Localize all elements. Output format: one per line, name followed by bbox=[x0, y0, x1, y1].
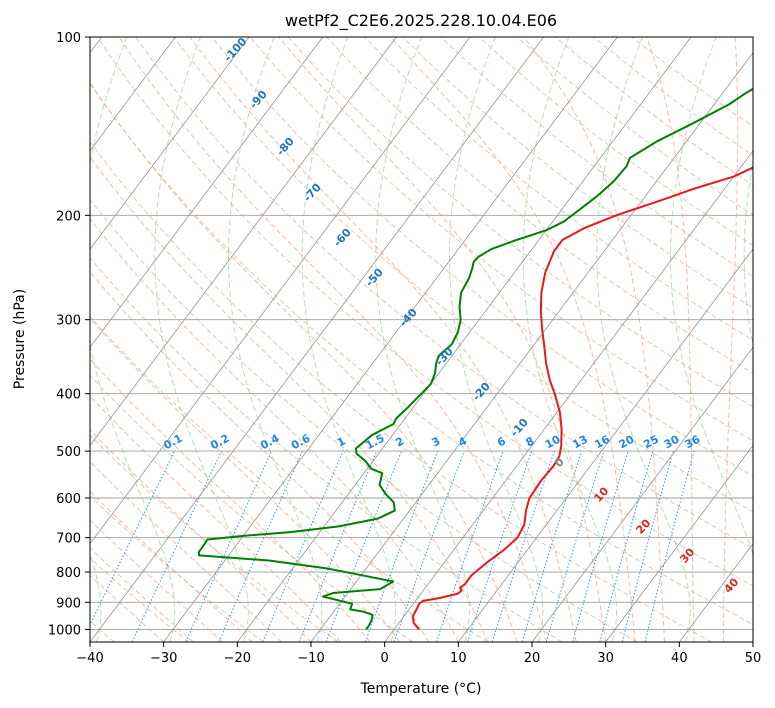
mixing-ratio-line bbox=[364, 450, 439, 642]
y-tick-label: 700 bbox=[56, 532, 81, 547]
mixing-ratio-label: 30 bbox=[662, 433, 682, 452]
x-axis-title: Temperature (°C) bbox=[360, 681, 482, 697]
mixing-ratio-label: 16 bbox=[592, 433, 612, 452]
isotherm-line bbox=[90, 37, 545, 642]
dry-adiabat-line bbox=[402, 37, 753, 309]
mixing-ratio-line bbox=[621, 450, 674, 642]
isotherm-line bbox=[457, 248, 753, 642]
isotherm-line bbox=[236, 37, 692, 642]
x-tick-label: −20 bbox=[224, 651, 251, 666]
moist-adiabat-line bbox=[90, 519, 223, 642]
mixing-ratio-line bbox=[298, 450, 378, 642]
moist-adiabat-line bbox=[90, 156, 489, 642]
moist-adiabat-line bbox=[90, 317, 400, 642]
dry-adiabat-line bbox=[325, 37, 753, 374]
isotherm-line bbox=[90, 37, 250, 250]
moist-adiabat-line bbox=[90, 547, 194, 642]
mixing-ratio-line bbox=[131, 450, 223, 642]
mixing-ratio-line bbox=[572, 450, 629, 642]
mixing-ratio-label: 20 bbox=[617, 433, 637, 452]
mixing-ratio-line bbox=[599, 450, 654, 642]
y-tick-label: 600 bbox=[56, 492, 81, 507]
isotherm-line bbox=[90, 37, 397, 447]
y-tick-label: 200 bbox=[56, 209, 81, 224]
x-tick-label: 20 bbox=[524, 651, 541, 666]
x-tick-label: 50 bbox=[745, 651, 762, 666]
isotherm-line bbox=[90, 37, 324, 349]
temperature-profile-line bbox=[411, 166, 753, 631]
mixing-ratio-line bbox=[467, 450, 533, 642]
x-tick-label: 40 bbox=[671, 651, 688, 666]
mixing-ratio-line bbox=[185, 450, 273, 642]
dry-adiabat-line bbox=[90, 434, 339, 642]
dry-adiabat-line bbox=[90, 557, 190, 642]
y-tick-label: 300 bbox=[56, 314, 81, 329]
mixing-ratio-line bbox=[521, 450, 583, 642]
x-tick-label: −10 bbox=[297, 651, 324, 666]
moist-adiabat-line bbox=[90, 490, 253, 642]
mixing-ratio-line bbox=[218, 450, 303, 642]
dry-adiabat-line bbox=[364, 37, 753, 341]
moist-adiabat-line bbox=[118, 37, 548, 642]
dry-adiabat-line bbox=[249, 37, 753, 442]
moist-adiabat-line bbox=[189, 37, 577, 642]
moist-adiabat-line bbox=[646, 37, 695, 642]
moist-adiabat-line bbox=[90, 460, 282, 642]
mixing-ratio-line bbox=[435, 450, 504, 642]
mixing-ratio-line bbox=[325, 450, 402, 642]
dry-adiabat-line bbox=[90, 141, 712, 642]
moist-adiabat-line bbox=[278, 37, 607, 642]
y-tick-label: 100 bbox=[56, 31, 81, 46]
dry-adiabat-line bbox=[90, 315, 488, 642]
y-tick-label: 400 bbox=[56, 388, 81, 403]
dry-adiabat-line bbox=[90, 257, 563, 642]
isotherm-line bbox=[90, 37, 471, 545]
moist-adiabat-line bbox=[723, 37, 739, 642]
mixing-ratio-line bbox=[545, 450, 605, 642]
dry-adiabat-line bbox=[96, 37, 753, 587]
mixing-ratio-label: 10 bbox=[543, 433, 563, 452]
moist-adiabat-line bbox=[90, 218, 459, 642]
mixing-ratio-label: 13 bbox=[570, 433, 590, 452]
isotherm-line bbox=[531, 346, 753, 642]
skewed-isotherms bbox=[90, 37, 753, 642]
chart-title: wetPf2_C2E6.2025.228.10.04.E06 bbox=[285, 11, 557, 31]
x-tick-label: −40 bbox=[76, 651, 103, 666]
isotherm-line bbox=[163, 37, 618, 642]
moist-adiabat-line bbox=[90, 395, 341, 642]
y-tick-label: 1000 bbox=[48, 623, 81, 638]
isotherm-line bbox=[90, 37, 176, 152]
moist-adiabat-line bbox=[90, 271, 430, 642]
dewpoint-profile-line bbox=[197, 87, 753, 631]
plot-frame bbox=[89, 36, 754, 643]
x-tick-label: 30 bbox=[597, 651, 614, 666]
mixing-ratio-label: 36 bbox=[683, 433, 703, 452]
y-tick-label: 900 bbox=[56, 596, 81, 611]
isotherm-line bbox=[605, 444, 753, 642]
moist-adiabat-line bbox=[390, 37, 636, 642]
isotherm-line bbox=[310, 51, 753, 642]
dry-adiabat-line bbox=[90, 83, 753, 626]
y-tick-label: 500 bbox=[56, 445, 81, 460]
mixing-ratio-label: 25 bbox=[641, 433, 661, 452]
x-tick-label: −30 bbox=[150, 651, 177, 666]
y-tick-label: 800 bbox=[56, 566, 81, 581]
dry-adiabat-line bbox=[90, 198, 638, 642]
x-tick-label: 10 bbox=[450, 651, 467, 666]
moist-adiabat-line bbox=[523, 37, 666, 642]
dry-adiabat-line bbox=[173, 37, 753, 513]
dry-adiabat-line bbox=[211, 37, 753, 477]
y-axis-title: Pressure (hPa) bbox=[12, 289, 28, 389]
x-tick-label: 0 bbox=[381, 651, 389, 666]
isotherm-line bbox=[384, 150, 753, 642]
moist-adiabat-line bbox=[90, 81, 518, 642]
sounding-profiles bbox=[197, 87, 753, 631]
plot-area: 0.1 0.2 0.4 0.6 1 1.5 2 3 4 6 8 10 13 16 20 25 30 36-100-… bbox=[90, 37, 753, 642]
axes: −40 −30 −20 −10 0 10 20 30 40 50 1000 900 800 700 600 5… bbox=[48, 31, 761, 666]
